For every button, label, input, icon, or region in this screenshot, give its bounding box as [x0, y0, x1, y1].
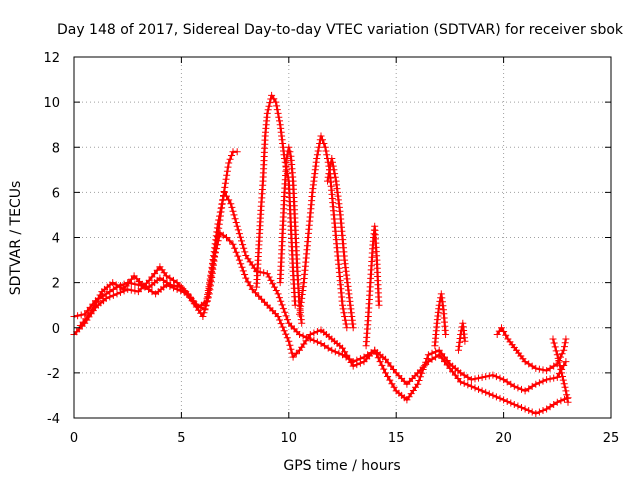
- x-tick-label: 15: [388, 431, 405, 446]
- y-tick-label: 6: [52, 186, 60, 201]
- series-arc-10.0: [276, 143, 306, 327]
- data-point-markers: [362, 222, 383, 350]
- y-tick-label: 10: [43, 96, 60, 111]
- series-segment-19.8: [493, 324, 570, 375]
- y-tick-label: 0: [52, 322, 60, 337]
- axis-ticks: [73, 56, 612, 419]
- series-arc-14.0: [362, 222, 383, 350]
- series-trace-2: [70, 188, 572, 417]
- data-point-markers: [253, 91, 299, 309]
- data-point-markers: [431, 290, 450, 350]
- data-point-markers: [455, 319, 469, 354]
- y-tick-label: 4: [52, 232, 60, 247]
- y-tick-label: 2: [52, 277, 60, 292]
- data-traces: [70, 91, 572, 417]
- y-tick-label: -4: [47, 412, 60, 427]
- y-tick-label: -2: [47, 367, 60, 382]
- y-tick-labels: -4 -2 0 2 4 6 8 10 12: [43, 51, 60, 427]
- x-axis-label: GPS time / hours: [283, 458, 400, 474]
- series-spike-17.0: [431, 290, 450, 350]
- series-trace-3: [76, 229, 570, 404]
- y-tick-label: 8: [52, 141, 60, 156]
- y-axis-label: SDTVAR / TECUs: [8, 181, 24, 296]
- series-line: [73, 191, 569, 415]
- data-point-markers: [549, 335, 572, 406]
- y-tick-label: 12: [43, 51, 60, 66]
- chart-title: Day 148 of 2017, Sidereal Day-to-day VTE…: [57, 22, 624, 38]
- data-point-markers: [70, 188, 572, 417]
- x-tick-label: 0: [70, 431, 78, 446]
- x-tick-label: 20: [495, 431, 512, 446]
- x-tick-label: 5: [177, 431, 185, 446]
- series-line: [298, 134, 348, 329]
- series-tail-22.5: [549, 335, 572, 406]
- x-tick-label: 25: [603, 431, 620, 446]
- x-tick-label: 10: [281, 431, 298, 446]
- series-arc-12.0: [324, 155, 357, 332]
- x-tick-labels: 0 5 10 15 20 25: [70, 431, 619, 446]
- series-spike-18.0: [455, 319, 469, 354]
- series-arc-8.5: [253, 91, 299, 309]
